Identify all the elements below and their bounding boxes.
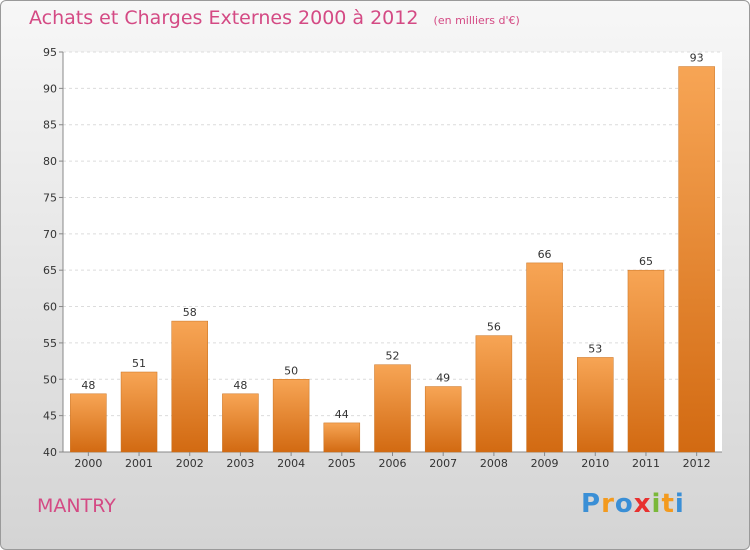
bar-value-label: 52 <box>386 350 400 363</box>
y-tick-label: 40 <box>43 446 57 459</box>
y-tick-label: 95 <box>43 46 57 59</box>
bar-value-label: 65 <box>639 255 653 268</box>
logo-letter: o <box>614 489 634 519</box>
logo-letter: i <box>674 489 685 519</box>
x-tick-label: 2002 <box>176 457 204 470</box>
bar-value-label: 48 <box>233 379 247 392</box>
chart-title: Achats et Charges Externes 2000 à 2012 <box>29 7 419 29</box>
y-tick-label: 50 <box>43 373 57 386</box>
bar <box>171 320 208 453</box>
bar <box>577 357 614 453</box>
y-tick-label: 80 <box>43 155 57 168</box>
y-tick-label: 90 <box>43 82 57 95</box>
y-tick-label: 60 <box>43 301 57 314</box>
bar-value-label: 53 <box>588 342 602 355</box>
bar-value-label: 44 <box>335 408 349 421</box>
logo-letter: x <box>633 489 652 519</box>
bar-value-label: 93 <box>690 52 704 65</box>
x-tick-label: 2003 <box>226 457 254 470</box>
bar <box>475 335 513 453</box>
y-tick-label: 55 <box>43 337 57 350</box>
bar <box>222 393 259 453</box>
x-tick-label: 2001 <box>125 457 153 470</box>
y-tick-label: 45 <box>43 410 57 423</box>
bar-value-label: 66 <box>538 248 552 261</box>
bar-value-label: 58 <box>183 306 197 319</box>
logo-letter: i <box>651 489 662 519</box>
x-tick-label: 2007 <box>429 457 457 470</box>
y-tick-label: 75 <box>43 191 57 204</box>
bar <box>323 422 361 453</box>
y-tick-label: 70 <box>43 228 57 241</box>
bar <box>374 364 411 453</box>
x-tick-label: 2008 <box>480 457 508 470</box>
x-tick-label: 2004 <box>277 457 305 470</box>
y-tick-label: 65 <box>43 264 57 277</box>
x-tick-label: 2012 <box>683 457 711 470</box>
bar <box>70 393 107 453</box>
x-tick-label: 2011 <box>632 457 660 470</box>
x-tick-label: 2009 <box>531 457 559 470</box>
chart-subtitle: (en milliers d'€) <box>433 14 520 27</box>
x-tick-label: 2005 <box>328 457 356 470</box>
y-tick-label: 85 <box>43 119 57 132</box>
bar-value-label: 48 <box>81 379 95 392</box>
logo-letter: t <box>661 489 675 519</box>
bar <box>272 379 310 453</box>
bar <box>627 269 665 453</box>
logo-letter: P <box>581 489 602 519</box>
bar-value-label: 51 <box>132 357 146 370</box>
title-block: Achats et Charges Externes 2000 à 2012 (… <box>29 7 520 29</box>
bar <box>424 386 462 453</box>
bar-value-label: 49 <box>436 372 450 385</box>
bar <box>678 66 715 453</box>
x-tick-label: 2010 <box>581 457 609 470</box>
bar <box>120 371 158 453</box>
bar-value-label: 50 <box>284 364 298 377</box>
commune-name: MANTRY <box>37 495 116 517</box>
logo-letter: r <box>601 489 615 519</box>
x-tick-label: 2000 <box>74 457 102 470</box>
x-tick-label: 2006 <box>379 457 407 470</box>
proxiti-logo: Proxiti <box>581 489 685 519</box>
bar <box>526 262 563 453</box>
bar-value-label: 56 <box>487 321 501 334</box>
